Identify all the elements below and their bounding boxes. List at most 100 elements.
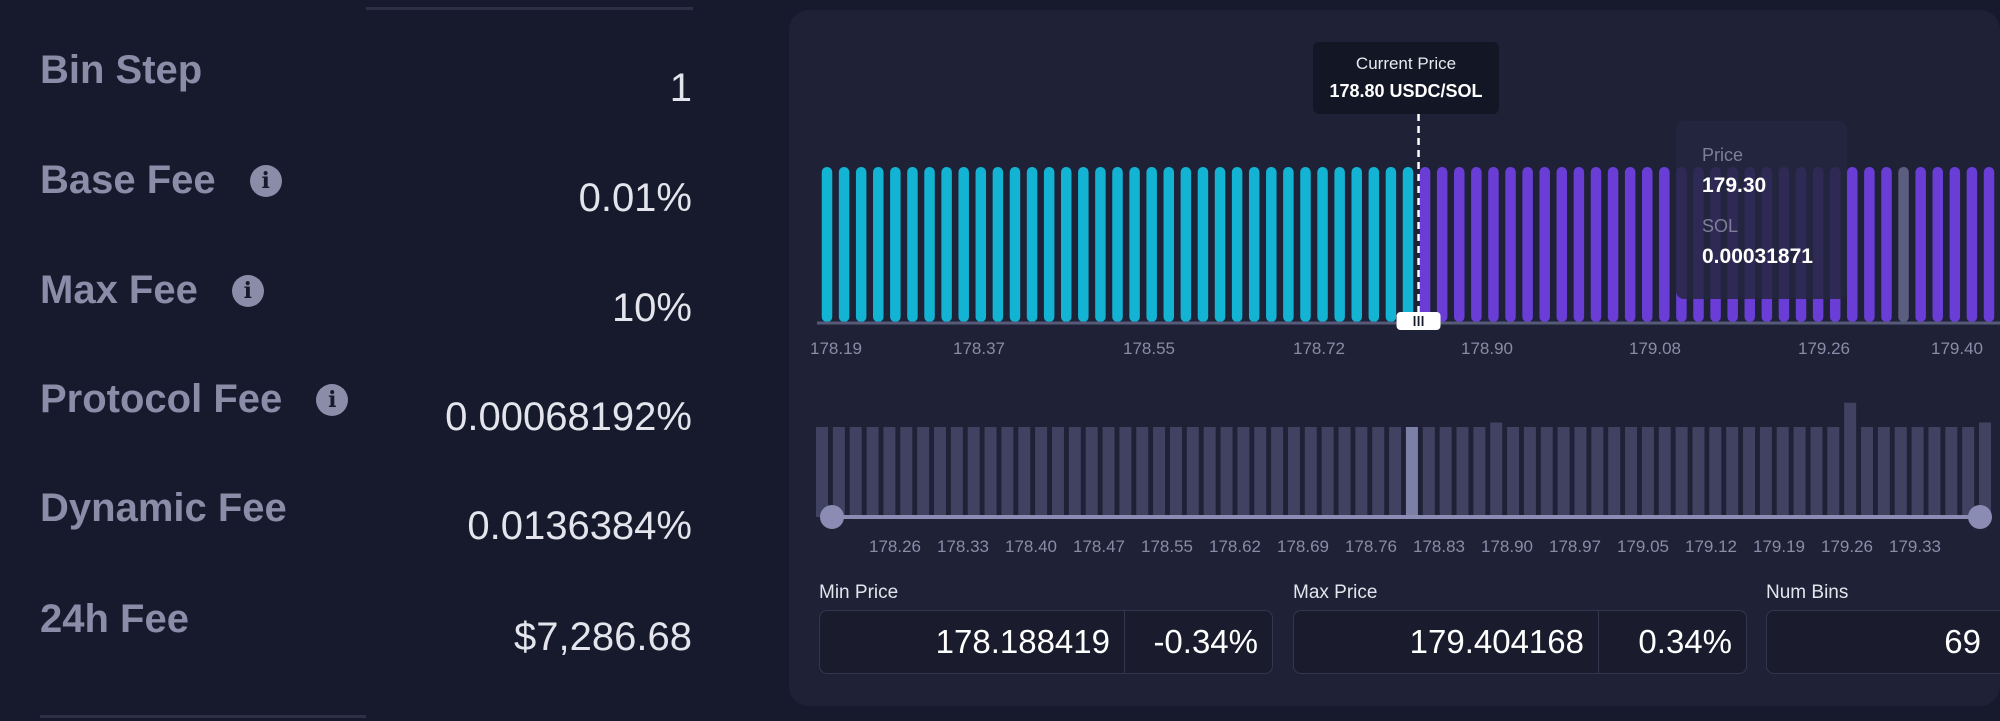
hover-price-label: Price <box>1702 145 1744 165</box>
range-axis-tick: 178.40 <box>1005 537 1057 556</box>
range-bin-bar <box>1304 427 1317 517</box>
info-icon[interactable]: i <box>231 274 264 307</box>
range-bin-bar <box>1001 427 1014 517</box>
range-bin-bar <box>1372 427 1385 517</box>
range-bin-bar <box>1018 427 1031 517</box>
liquidity-bin-bar <box>1368 167 1380 322</box>
max-price-field: 179.404168 0.34% <box>1293 610 1747 674</box>
liquidity-bin-bar <box>1847 167 1858 322</box>
liquidity-bin-bar <box>1402 167 1414 322</box>
liquidity-bin-bar <box>958 167 969 322</box>
fee-value: 0.01% <box>578 176 692 220</box>
liquidity-bin-bar <box>1641 167 1653 322</box>
range-bin-bar <box>1557 427 1570 517</box>
liquidity-bin-bar <box>1197 167 1209 322</box>
price-axis-tick: 179.40 <box>1931 339 1983 358</box>
range-bin-bar <box>1405 427 1418 517</box>
range-axis-tick: 178.83 <box>1413 537 1465 556</box>
range-bin-bar <box>1945 427 1958 517</box>
liquidity-bin-bar <box>907 167 918 322</box>
liquidity-bin-bar <box>1009 167 1021 322</box>
liquidity-bin-bar <box>1915 167 1926 322</box>
range-bin-bar <box>1608 427 1621 517</box>
price-axis-tick: 178.55 <box>1123 339 1175 358</box>
liquidity-bin-bar <box>821 167 833 322</box>
fee-label: Dynamic Fee <box>40 486 287 531</box>
range-bin-bar <box>1827 427 1840 517</box>
price-axis-tick: 178.19 <box>810 339 862 358</box>
num-bins-input[interactable]: 69 <box>1944 623 1981 660</box>
liquidity-bin-bar <box>1881 167 1892 322</box>
fee-row-dynamic-fee: Dynamic Fee 0.0136384% <box>40 486 692 548</box>
info-icon[interactable]: i <box>316 383 349 416</box>
liquidity-bin-bar <box>1146 167 1157 322</box>
range-bin-bar <box>849 427 862 517</box>
range-axis-tick: 178.62 <box>1209 537 1261 556</box>
range-bin-bar <box>900 427 913 517</box>
liquidity-chart[interactable]: 178.19 178.37 178.55 178.72 178.90 179.08 179.… <box>789 10 2000 706</box>
liquidity-bin-bar <box>855 167 867 322</box>
price-axis-tick: 179.26 <box>1798 339 1850 358</box>
liquidity-bin-bar <box>1522 167 1533 322</box>
fee-value: $7,286.68 <box>514 615 692 659</box>
range-bin-bar <box>1220 427 1233 517</box>
bottom-divider <box>40 715 366 718</box>
range-bin-bar <box>1574 427 1587 517</box>
range-bin-bar <box>1911 427 1924 517</box>
liquidity-bin-bar <box>1095 167 1106 322</box>
liquidity-bin-bar <box>873 167 884 322</box>
range-bin-bar <box>816 427 828 517</box>
range-bin-bar <box>1591 427 1604 517</box>
range-axis-tick: 178.97 <box>1549 537 1601 556</box>
range-axis-tick: 178.69 <box>1277 537 1329 556</box>
current-price-tooltip: Current Price 178.80 USDC/SOL <box>1313 42 1499 114</box>
range-axis-tick: 179.19 <box>1753 537 1805 556</box>
liquidity-bin-bar <box>1317 167 1328 322</box>
range-bin-bar <box>1507 427 1520 517</box>
max-price-input[interactable]: 179.404168 <box>1409 623 1584 660</box>
range-bin-bar <box>866 427 879 517</box>
range-bin-bar <box>1271 427 1284 517</box>
info-icon[interactable]: i <box>249 164 282 197</box>
liquidity-bin-bar <box>1163 167 1175 322</box>
liquidity-bin-bar <box>1351 167 1362 322</box>
liquidity-bin-bar <box>1129 167 1140 322</box>
range-axis-tick: 178.55 <box>1141 537 1193 556</box>
liquidity-bin-bar <box>1607 167 1619 322</box>
min-price-label: Min Price <box>819 582 899 603</box>
top-divider <box>366 7 693 10</box>
pool-fees-panel: Bin Step 1 Base Fee i 0.01% Max Fee i 10% Protoc… <box>0 0 740 721</box>
current-price-title: Current Price <box>1355 54 1457 73</box>
liquidity-bin-bar <box>1983 167 1995 322</box>
liquidity-bin-bar <box>1419 167 1431 322</box>
min-price-percent-input[interactable]: -0.34% <box>1124 611 1272 673</box>
range-bin-bar <box>1085 427 1098 517</box>
range-min-handle[interactable] <box>820 505 844 529</box>
range-bin-bar <box>1389 427 1402 517</box>
range-bin-bar <box>917 427 930 517</box>
price-axis-tick: 178.72 <box>1293 339 1345 358</box>
liquidity-bin-bar <box>1266 167 1277 322</box>
hover-sol-label: SOL <box>1702 216 1739 236</box>
range-bin-bar <box>1894 427 1907 517</box>
fee-row-base-fee: Base Fee i 0.01% <box>40 158 692 220</box>
min-price-input[interactable]: 178.188419 <box>935 623 1110 660</box>
liquidity-bin-bar <box>1932 167 1943 322</box>
min-price-field: 178.188419 -0.34% <box>819 610 1273 674</box>
liquidity-bin-bar <box>1112 167 1123 322</box>
range-bin-bar <box>1928 427 1941 517</box>
liquidity-bin-bar <box>1214 167 1226 322</box>
range-bin-bar <box>1338 427 1351 517</box>
fee-row-24h-fee: 24h Fee $7,286.68 <box>40 597 692 659</box>
liquidity-bin-bar <box>1659 167 1670 322</box>
liquidity-bin-bar <box>1539 167 1550 322</box>
liquidity-bin-bar <box>1078 167 1089 322</box>
fee-label-text: Bin Step <box>40 48 203 92</box>
max-price-percent-input[interactable]: 0.34% <box>1598 611 1746 673</box>
range-bin-bar <box>1237 427 1250 517</box>
fee-label-text: Max Fee <box>40 268 198 312</box>
fee-label: 24h Fee <box>40 597 189 642</box>
fee-label-text: Dynamic Fee <box>40 486 287 530</box>
range-max-handle[interactable] <box>1968 505 1992 529</box>
range-bin-bar <box>1861 427 1874 517</box>
